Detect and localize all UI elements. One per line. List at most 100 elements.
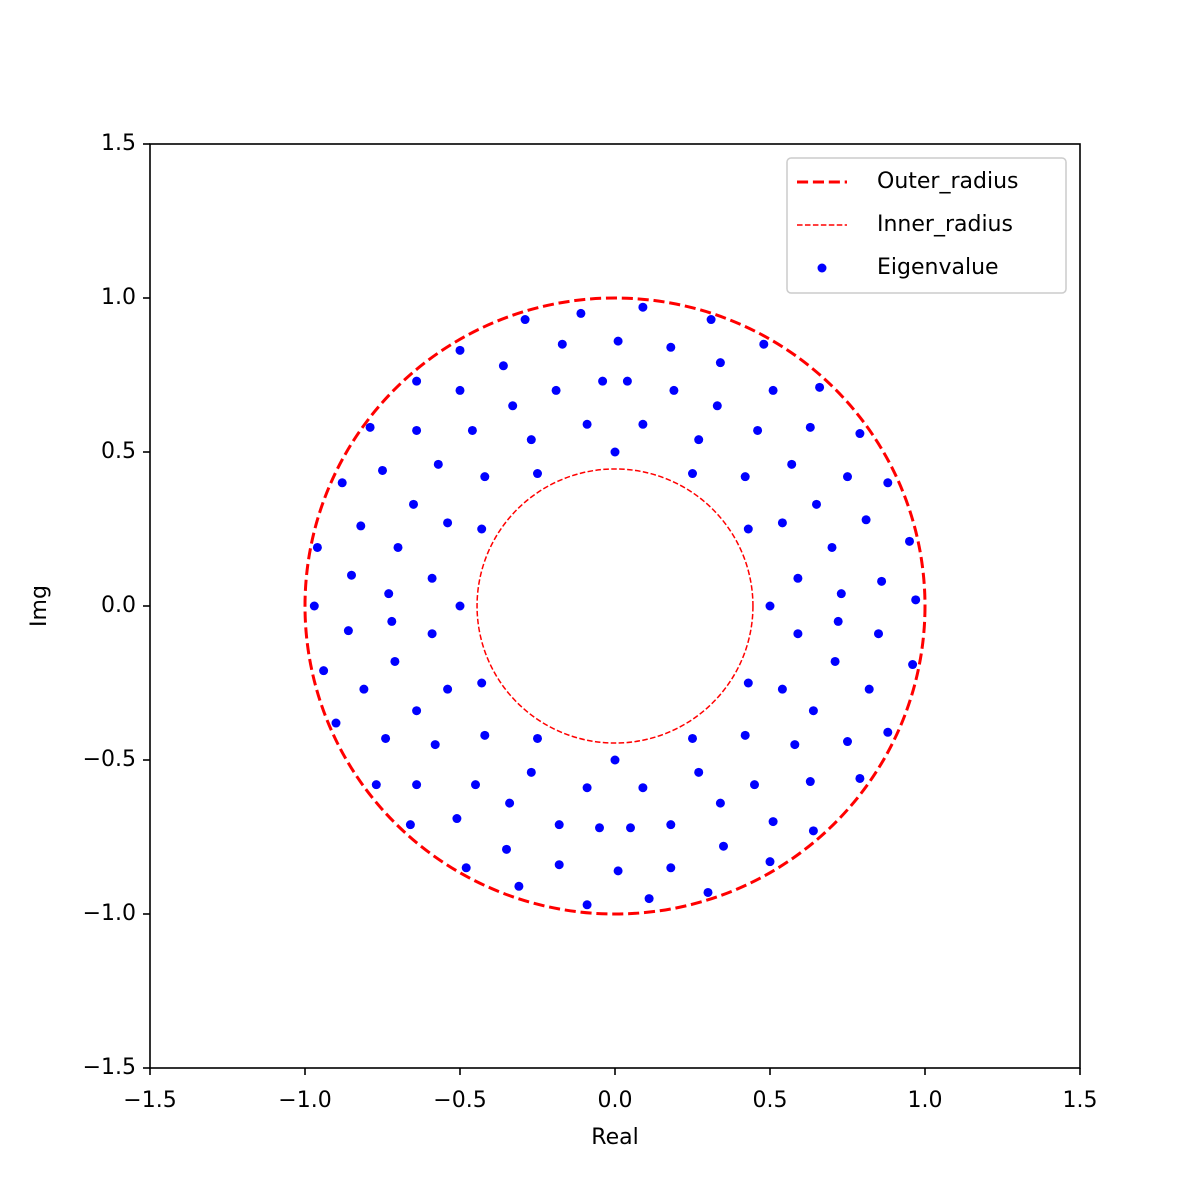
data-point [694,435,704,445]
data-point [777,518,787,528]
data-point [610,755,620,765]
data-point [877,576,887,586]
data-point [508,401,518,411]
data-point [461,863,471,873]
data-point [533,733,542,743]
legend-label: Eigenvalue [877,255,999,280]
data-point [843,472,852,482]
data-point [843,737,852,747]
data-point [359,684,369,694]
data-point [455,345,465,355]
x-axis-label: Real [591,1125,638,1150]
data-point [864,684,874,694]
y-tick-label: −0.5 [83,747,136,772]
data-point [874,629,883,639]
data-point [613,866,623,876]
data-point [595,823,604,833]
data-point [908,660,918,670]
data-point [526,435,536,445]
data-point [638,419,648,429]
y-tick-label: −1.5 [83,1055,136,1080]
data-point [412,706,422,716]
data-point [830,656,840,666]
data-point [582,419,592,429]
reference-circle [476,468,754,744]
data-point [911,595,921,605]
data-point [812,499,821,509]
data-point [836,589,846,599]
data-point [719,841,728,851]
data-point [622,376,632,386]
data-point [502,844,511,854]
x-tick-label: 1.5 [1063,1088,1098,1113]
data-point [805,777,815,787]
data-point [433,459,443,469]
data-point [808,706,818,716]
data-point [405,820,415,830]
data-point [765,601,775,611]
x-tick-label: 0.0 [598,1088,633,1113]
data-point [319,666,329,676]
data-point [790,740,800,750]
data-point [613,336,623,346]
legend-label: Outer_radius [877,169,1018,194]
x-tick-label: −1.0 [278,1088,331,1113]
data-point [768,385,778,395]
data-point [455,601,465,611]
data-point [427,573,437,583]
data-point [743,678,753,688]
x-tick-label: −0.5 [433,1088,486,1113]
data-point [638,302,648,312]
data-point [855,773,865,783]
data-point [777,684,787,694]
data-point [331,718,341,728]
data-point [467,425,477,435]
data-point [768,817,778,827]
data-point [514,881,524,891]
data-point [371,780,381,790]
data-point [787,459,797,469]
data-point [582,900,592,910]
data-point [883,727,893,737]
data-point [477,524,487,534]
data-point [409,499,418,509]
data-point [554,820,564,830]
data-point [356,521,366,531]
data-point [551,385,561,395]
data-point [443,684,453,694]
data-point [384,589,394,599]
data-point [390,656,400,666]
data-point [793,629,803,639]
data-point [412,376,422,386]
data-point [808,826,818,836]
x-tick-label: −1.5 [123,1088,176,1113]
data-point [827,542,837,552]
data-point [861,515,871,525]
data-point [669,385,679,395]
data-point [378,465,387,475]
data-point [430,740,440,750]
data-point [554,860,564,870]
data-point [480,730,490,740]
data-point [815,382,825,392]
data-point [703,887,713,897]
data-point [309,601,319,611]
data-point [712,401,722,411]
data-point [740,730,750,740]
reference-circle [303,296,927,916]
x-tick-label: 0.5 [753,1088,788,1113]
data-point [598,376,608,386]
data-point [750,780,759,790]
data-point [610,447,620,457]
data-point [715,358,725,368]
data-point [833,616,843,626]
y-axis-label: Img [27,585,52,627]
data-point [505,798,515,808]
data-point [883,478,893,488]
y-tick-label: 1.0 [101,285,136,310]
data-point [759,339,769,349]
data-point [688,733,697,743]
data-point [743,524,753,534]
data-point [443,518,453,528]
